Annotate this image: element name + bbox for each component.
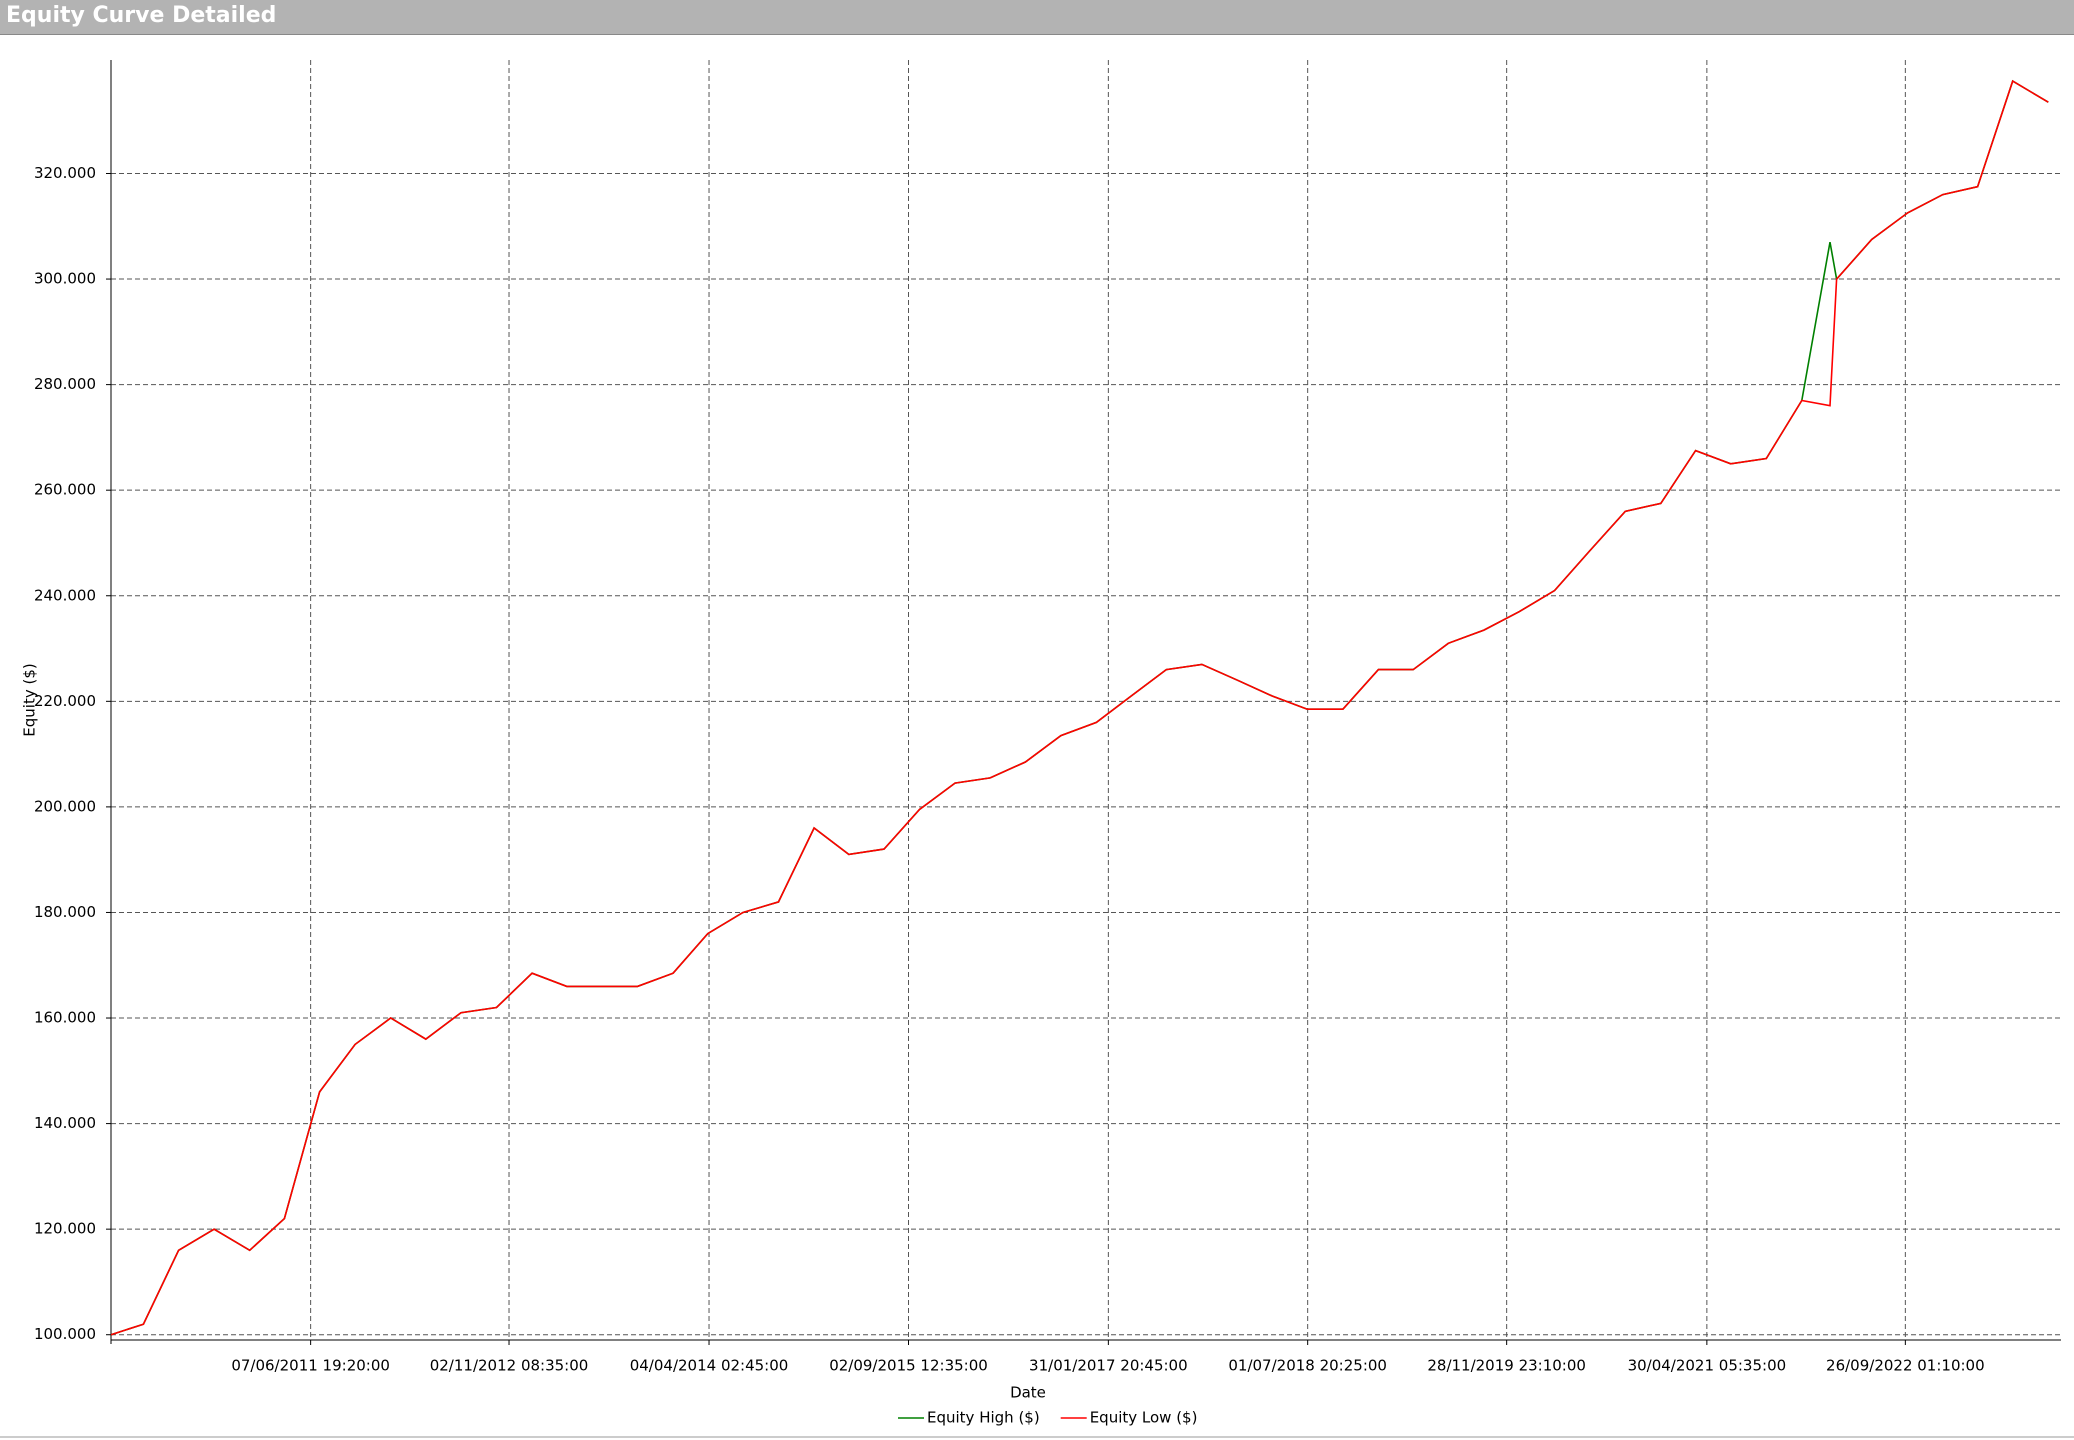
- y-tick-label: 100.000: [34, 1325, 96, 1343]
- y-tick-label: 260.000: [34, 481, 96, 499]
- equity-line: [110, 79, 2049, 1336]
- y-tick-label: 240.000: [34, 586, 96, 604]
- y-tick-label: 300.000: [34, 270, 96, 288]
- y-tick-label: 280.000: [34, 375, 96, 393]
- title-bar: Equity Curve Detailed: [0, 0, 2074, 35]
- y-tick-label: 220.000: [34, 692, 96, 710]
- y-tick-label: 200.000: [34, 797, 96, 815]
- y-tick-label: 140.000: [34, 1114, 96, 1132]
- legend-label: Equity Low ($): [1090, 1409, 1198, 1427]
- y-tick-label: 120.000: [34, 1220, 96, 1238]
- x-tick-label: 02/11/2012 08:35:00: [430, 1357, 589, 1375]
- x-tick-label: 02/09/2015 12:35:00: [829, 1357, 988, 1375]
- x-tick-label: 01/07/2018 20:25:00: [1228, 1357, 1387, 1375]
- x-axis-label: Date: [1010, 1384, 1046, 1402]
- y-axis-label: Equity ($): [21, 663, 39, 736]
- x-tick-label: 31/01/2017 20:45:00: [1029, 1357, 1188, 1375]
- x-tick-label: 04/04/2014 02:45:00: [630, 1357, 789, 1375]
- legend-label: Equity High ($): [927, 1409, 1040, 1427]
- y-tick-label: 320.000: [34, 164, 96, 182]
- equity-line: [110, 79, 2049, 1336]
- x-tick-label: 07/06/2011 19:20:00: [231, 1357, 390, 1375]
- x-tick-label: 28/11/2019 23:10:00: [1427, 1357, 1586, 1375]
- chart-title: Equity Curve Detailed: [6, 3, 277, 28]
- x-tick-label: 26/09/2022 01:10:00: [1826, 1357, 1985, 1375]
- y-tick-label: 160.000: [34, 1009, 96, 1027]
- x-tick-label: 30/04/2021 05:35:00: [1628, 1357, 1787, 1375]
- y-tick-label: 180.000: [34, 903, 96, 921]
